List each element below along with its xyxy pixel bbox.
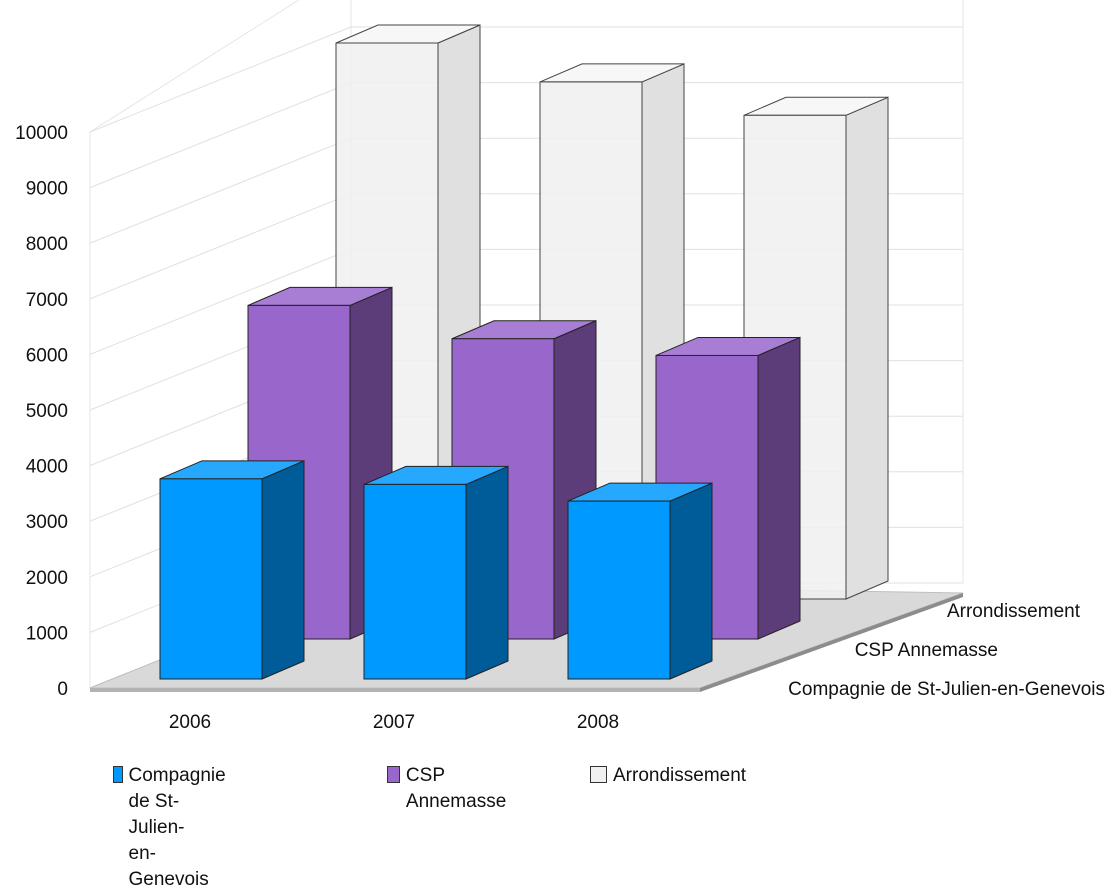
bar-compagnie-de-st-julien-en-genevois-2006 [159,478,263,680]
x-tick-label-2008: 2008 [577,712,619,733]
bar-side [845,96,889,600]
floor-edge-side [700,593,963,692]
bar-side [465,465,509,680]
y-tick-label: 7000 [26,290,68,311]
y-tick-label: 2000 [26,568,68,589]
legend-item-arrondissement: Arrondissement [590,763,746,789]
legend-label-line-1: Compagnie de St-Julien- [128,765,226,838]
y-tick-label: 10000 [15,123,68,144]
legend-item-st-julien: Compagnie de St-Julien- en-Genevois [113,763,233,893]
gridline-side [89,137,352,244]
legend-label-st-julien: Compagnie de St-Julien- en-Genevois [129,763,234,893]
legend-label-csp-annemasse: CSP Annemasse [405,765,507,812]
x-tick-label-2007: 2007 [373,712,415,733]
legend-label-arrondissement: Arrondissement [613,765,747,786]
bar-compagnie-de-st-julien-en-genevois-2008 [567,500,671,680]
floor-edge [90,688,700,692]
y-tick-label: 3000 [26,512,68,533]
legend-item-csp-annemasse: CSP Annemasse [387,763,510,815]
gridline-side [89,193,352,300]
gridline-side [89,82,352,189]
depth-label: Arrondissement [947,601,1081,622]
bar-compagnie-de-st-julien-en-genevois-2007 [363,483,467,680]
y-tick-label: 4000 [26,457,68,478]
y-tick-label: 0 [57,679,68,700]
y-tick-label: 1000 [26,623,68,644]
legend-label-line-2: en-Genevois [128,843,209,890]
bar-side [261,460,305,680]
chart-area: 0 1000 2000 3000 4000 5000 6000 7000 8000 9000 100… [15,0,1105,733]
legend-swatch-st-julien [113,766,123,783]
bar-side [757,336,801,640]
y-tick-label: 9000 [26,179,68,200]
y-tick-label: 6000 [26,345,68,366]
x-tick-label-2006: 2006 [169,712,211,733]
gridline-side [89,26,352,133]
depth-label: Compagnie de St-Julien-en-Genevois [788,679,1105,700]
legend-swatch-csp-annemasse [387,766,400,783]
y-tick-label: 5000 [26,401,68,422]
bar-side [669,482,713,680]
depth-label: CSP Annemasse [855,640,998,661]
y-tick-label: 8000 [26,234,68,255]
gridline-side [89,248,352,355]
legend-swatch-arrondissement [590,766,607,783]
